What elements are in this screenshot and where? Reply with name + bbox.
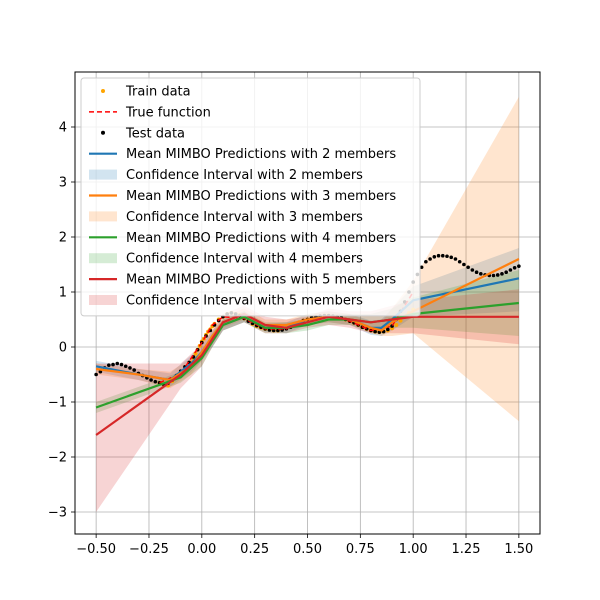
test-data-point <box>508 268 513 272</box>
confidence-band-3-members <box>96 96 519 422</box>
test-data-point <box>419 265 424 270</box>
test-data-point <box>132 368 136 372</box>
legend-label: Train data <box>125 85 191 100</box>
legend-box <box>80 77 421 317</box>
test-data-point <box>440 253 445 258</box>
test-data-point <box>500 272 504 276</box>
test-data-point <box>470 268 475 272</box>
test-data-point <box>386 327 390 332</box>
test-data-point <box>111 362 115 367</box>
test-data-point <box>149 378 153 382</box>
test-data-point <box>94 372 98 377</box>
y-tick-label: 4 <box>59 121 67 136</box>
x-tick-label: 1.50 <box>504 542 533 557</box>
legend-label: Test data <box>125 126 185 141</box>
legend-label: Confidence Interval with 5 members <box>126 294 363 309</box>
y-tick-label: 1 <box>59 286 67 301</box>
x-tick-label: −0.25 <box>129 542 169 557</box>
legend-patch-handle <box>89 253 117 264</box>
test-data-point <box>432 254 437 259</box>
legend-label: Mean MIMBO Predictions with 4 members <box>126 231 396 246</box>
test-data-point <box>512 266 517 270</box>
test-data-point <box>436 253 441 258</box>
test-data-point <box>123 364 128 369</box>
test-data-point <box>107 363 111 367</box>
mean-prediction-line-5-members <box>95 312 519 436</box>
x-tick-label: 0.25 <box>240 542 269 557</box>
y-tick-label: 0 <box>59 341 67 356</box>
test-data-point <box>462 262 466 267</box>
y-tick-label: −1 <box>48 396 67 411</box>
prediction-lines <box>95 258 520 436</box>
test-data-point <box>466 265 470 270</box>
test-data-point <box>453 257 458 261</box>
y-tick-label: −3 <box>48 506 67 521</box>
test-data-point <box>445 254 449 259</box>
legend-patch-handle <box>89 295 117 305</box>
test-data-point <box>495 273 500 277</box>
x-tick-label: 0.00 <box>187 542 216 557</box>
y-tick-label: 2 <box>59 231 67 246</box>
y-tick-label: 3 <box>59 176 67 191</box>
test-data-point <box>428 257 432 261</box>
legend-label: Mean MIMBO Predictions with 2 members <box>126 147 396 162</box>
test-data-point <box>457 259 462 264</box>
test-data-point <box>449 255 454 260</box>
test-data-point <box>128 366 132 370</box>
x-tick-label: 1.25 <box>452 542 481 557</box>
legend-label: Confidence Interval with 2 members <box>126 168 363 183</box>
confidence-band-5-members <box>96 289 519 512</box>
test-data-point <box>517 264 521 268</box>
x-tick-label: 1.00 <box>399 542 428 557</box>
test-data-point <box>504 270 508 275</box>
axis-ticks: −0.50 −0.25 0.00 0.25 0.50 0.75 1.00 1.25 1.50 −3… <box>48 121 534 558</box>
test-data-point <box>479 272 483 276</box>
legend-label: True function <box>125 105 211 120</box>
test-data-point <box>491 273 496 278</box>
legend-label: Mean MIMBO Predictions with 3 members <box>126 189 396 204</box>
legend-patch-handle <box>89 211 117 222</box>
y-tick-label: −2 <box>48 451 67 466</box>
test-data-point <box>98 369 103 374</box>
legend-label: Confidence Interval with 3 members <box>126 210 363 225</box>
train-data-point <box>394 323 399 327</box>
x-tick-label: −0.50 <box>76 542 116 557</box>
legend-marker-handle <box>101 130 105 135</box>
x-tick-label: 0.50 <box>293 542 322 557</box>
legend-marker-handle <box>101 89 105 93</box>
test-data-point <box>115 361 120 366</box>
legend-patch-handle <box>89 169 117 180</box>
test-data-point <box>373 329 377 334</box>
legend-label: Confidence Interval with 4 members <box>126 252 363 267</box>
legend-label: Mean MIMBO Predictions with 5 members <box>126 273 396 288</box>
test-data-point <box>153 379 158 384</box>
legend: Train data True function Test data Mean MIM… <box>80 77 421 317</box>
test-data-point <box>424 259 428 264</box>
x-tick-label: 0.75 <box>346 542 375 557</box>
test-data-point <box>119 362 124 367</box>
test-data-point <box>474 270 479 275</box>
